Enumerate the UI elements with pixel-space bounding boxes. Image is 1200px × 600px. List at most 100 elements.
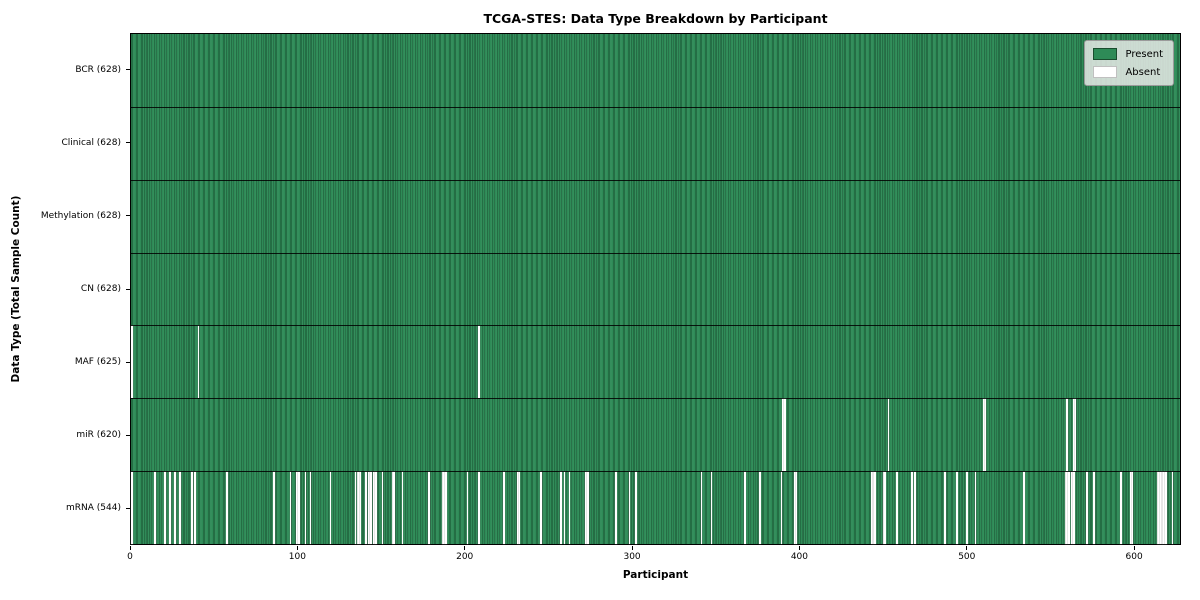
absent-stripe <box>966 472 968 544</box>
absent-stripe <box>368 472 370 544</box>
absent-stripe <box>503 472 506 544</box>
x-tick <box>798 546 800 550</box>
absent-stripe <box>896 472 898 544</box>
legend-label-absent: Absent <box>1125 66 1161 78</box>
absent-stripe <box>1164 472 1167 544</box>
x-tick-label: 100 <box>288 552 306 562</box>
absent-stripe <box>298 472 300 544</box>
x-tick <box>129 546 131 550</box>
absent-stripe <box>780 472 783 544</box>
heatmap-row-MAF <box>131 325 1180 399</box>
absent-stripe <box>443 472 446 544</box>
absent-stripe <box>359 472 362 544</box>
absent-stripe <box>393 472 395 544</box>
absent-stripe <box>944 472 947 544</box>
y-tick-label: CN (628) <box>80 284 121 294</box>
absent-stripe <box>1156 472 1159 544</box>
absent-stripe <box>759 472 761 544</box>
absent-stripe <box>874 472 876 544</box>
plot-area: Present Absent <box>130 33 1181 545</box>
legend-item-present: Present <box>1093 48 1163 60</box>
x-tick <box>1133 546 1135 550</box>
heatmap-row-miR <box>131 398 1180 472</box>
absent-stripe <box>568 472 571 544</box>
absent-stripe <box>441 472 444 544</box>
y-tick <box>126 69 130 71</box>
heatmap-row-Methylation <box>131 179 1180 253</box>
legend: Present Absent <box>1084 40 1174 86</box>
absent-stripe <box>587 472 589 544</box>
absent-stripe <box>445 472 447 544</box>
absent-stripe <box>794 472 796 544</box>
x-tick <box>966 546 968 550</box>
absent-stripe <box>1074 399 1077 472</box>
x-tick-label: 200 <box>456 552 474 562</box>
absent-stripe <box>1064 472 1067 544</box>
absent-stripe <box>174 472 177 544</box>
y-tick <box>126 215 130 217</box>
absent-stripe <box>296 472 299 544</box>
absent-stripe <box>782 399 785 472</box>
chart-title: TCGA-STES: Data Type Breakdown by Partic… <box>483 11 828 26</box>
x-tick <box>464 546 466 550</box>
absent-stripe <box>911 472 913 544</box>
absent-stripe <box>309 472 312 544</box>
absent-stripe <box>870 472 873 544</box>
absent-stripe <box>1159 472 1162 544</box>
absent-stripe <box>289 472 292 544</box>
absent-stripe <box>585 472 587 544</box>
x-tick-label: 600 <box>1125 552 1143 562</box>
y-tick-label: MAF (625) <box>74 357 121 368</box>
heatmap-row-CN <box>131 252 1180 326</box>
absent-stripe <box>1066 472 1069 544</box>
absent-stripe <box>628 472 631 544</box>
absent-stripe <box>391 472 394 544</box>
absent-stripe <box>1161 472 1164 544</box>
absent-stripe <box>1073 399 1075 472</box>
absent-stripe <box>1131 472 1134 544</box>
absent-stripe <box>1086 472 1089 544</box>
x-axis: 0 100 200 300 400 500 600 <box>127 545 1181 567</box>
x-axis-label: Participant <box>622 569 689 581</box>
absent-stripe <box>164 472 167 544</box>
absent-stripe <box>540 472 542 544</box>
absent-stripe <box>1066 399 1069 472</box>
absent-swatch <box>1093 66 1118 78</box>
absent-stripe <box>1129 472 1132 544</box>
absent-stripe <box>478 472 481 544</box>
absent-stripe <box>131 326 133 399</box>
absent-stripe <box>428 472 430 544</box>
absent-stripe <box>744 472 746 544</box>
absent-stripe <box>329 472 332 544</box>
heatmap-row-BCR <box>131 34 1180 107</box>
absent-stripe <box>882 472 885 544</box>
absent-stripe <box>373 472 375 544</box>
x-tick-label: 0 <box>127 552 133 562</box>
absent-stripe <box>191 472 193 544</box>
absent-stripe <box>784 399 786 472</box>
absent-stripe <box>982 399 985 472</box>
absent-stripe <box>478 326 481 399</box>
x-tick-label: 400 <box>790 552 809 562</box>
present-swatch <box>1093 48 1118 60</box>
y-axis: BCR (628) Clinical (628) Methylation (628)… <box>0 33 130 545</box>
y-tick-label: BCR (628) <box>75 64 121 75</box>
absent-stripe <box>131 472 133 544</box>
absent-stripe <box>914 472 917 544</box>
absent-stripe <box>615 472 618 544</box>
absent-stripe <box>710 472 713 544</box>
absent-stripe <box>518 472 521 544</box>
absent-stripe <box>1158 472 1160 544</box>
absent-stripe <box>154 472 157 544</box>
absent-stripe <box>1093 472 1095 544</box>
absent-stripe <box>560 472 562 544</box>
y-tick-label: miR (620) <box>76 430 121 441</box>
absent-stripe <box>272 472 275 544</box>
absent-stripe <box>358 472 360 544</box>
y-tick-label: Methylation (628) <box>40 210 121 221</box>
absent-stripe <box>974 472 977 544</box>
absent-stripe <box>984 399 987 472</box>
absent-stripe <box>795 472 798 544</box>
legend-label-present: Present <box>1125 48 1163 60</box>
